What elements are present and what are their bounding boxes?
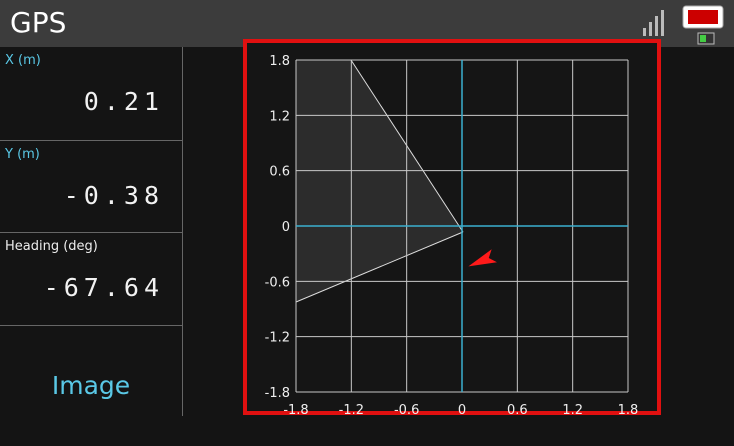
- readout-label: X (m): [5, 53, 41, 68]
- readout: Y (m) -0.38: [0, 141, 183, 233]
- title: GPS: [10, 6, 67, 39]
- x-tick-label: 1.8: [618, 403, 639, 416]
- status-icons: [643, 5, 724, 45]
- readout-value: 0.21: [83, 87, 164, 116]
- readout-value: -0.38: [63, 181, 164, 210]
- gps-screen: GPS X (m) 0.21 Y (m) -0.38 Heading (deg)…: [0, 0, 734, 416]
- y-tick-label: 0: [282, 220, 290, 235]
- x-tick-label: 0: [458, 403, 466, 416]
- x-tick-label: -0.6: [394, 403, 419, 416]
- view-edge: [295, 231, 464, 303]
- gps-plot: -1.8 -1.2 -0.6 0 0.6 1.2 1.8 -1.8 -1.2 -0.6 0 0.6 1.…: [243, 39, 661, 416]
- readout: X (m) 0.21: [0, 47, 183, 141]
- y-tick-label: 0.6: [269, 165, 290, 180]
- y-tick-label: 1.2: [269, 109, 290, 124]
- readout-label: Heading (deg): [5, 239, 98, 254]
- y-tick-label: -1.2: [265, 331, 290, 346]
- readout: Heading (deg) -67.64: [0, 233, 183, 326]
- y-tick-label: 1.8: [269, 54, 290, 69]
- x-tick-label: 0.6: [507, 403, 528, 416]
- x-tick-label: -1.2: [339, 403, 364, 416]
- readout-label: Y (m): [5, 147, 40, 162]
- view-cone: [296, 60, 463, 302]
- y-tick-label: -1.8: [265, 386, 290, 401]
- y-tick-label: -0.6: [265, 275, 290, 290]
- x-tick-label: 1.2: [562, 403, 583, 416]
- image-button[interactable]: Image: [0, 326, 183, 416]
- readout-value: -67.64: [43, 273, 164, 302]
- x-tick-label: -1.8: [283, 403, 308, 416]
- robot-marker: [468, 249, 497, 267]
